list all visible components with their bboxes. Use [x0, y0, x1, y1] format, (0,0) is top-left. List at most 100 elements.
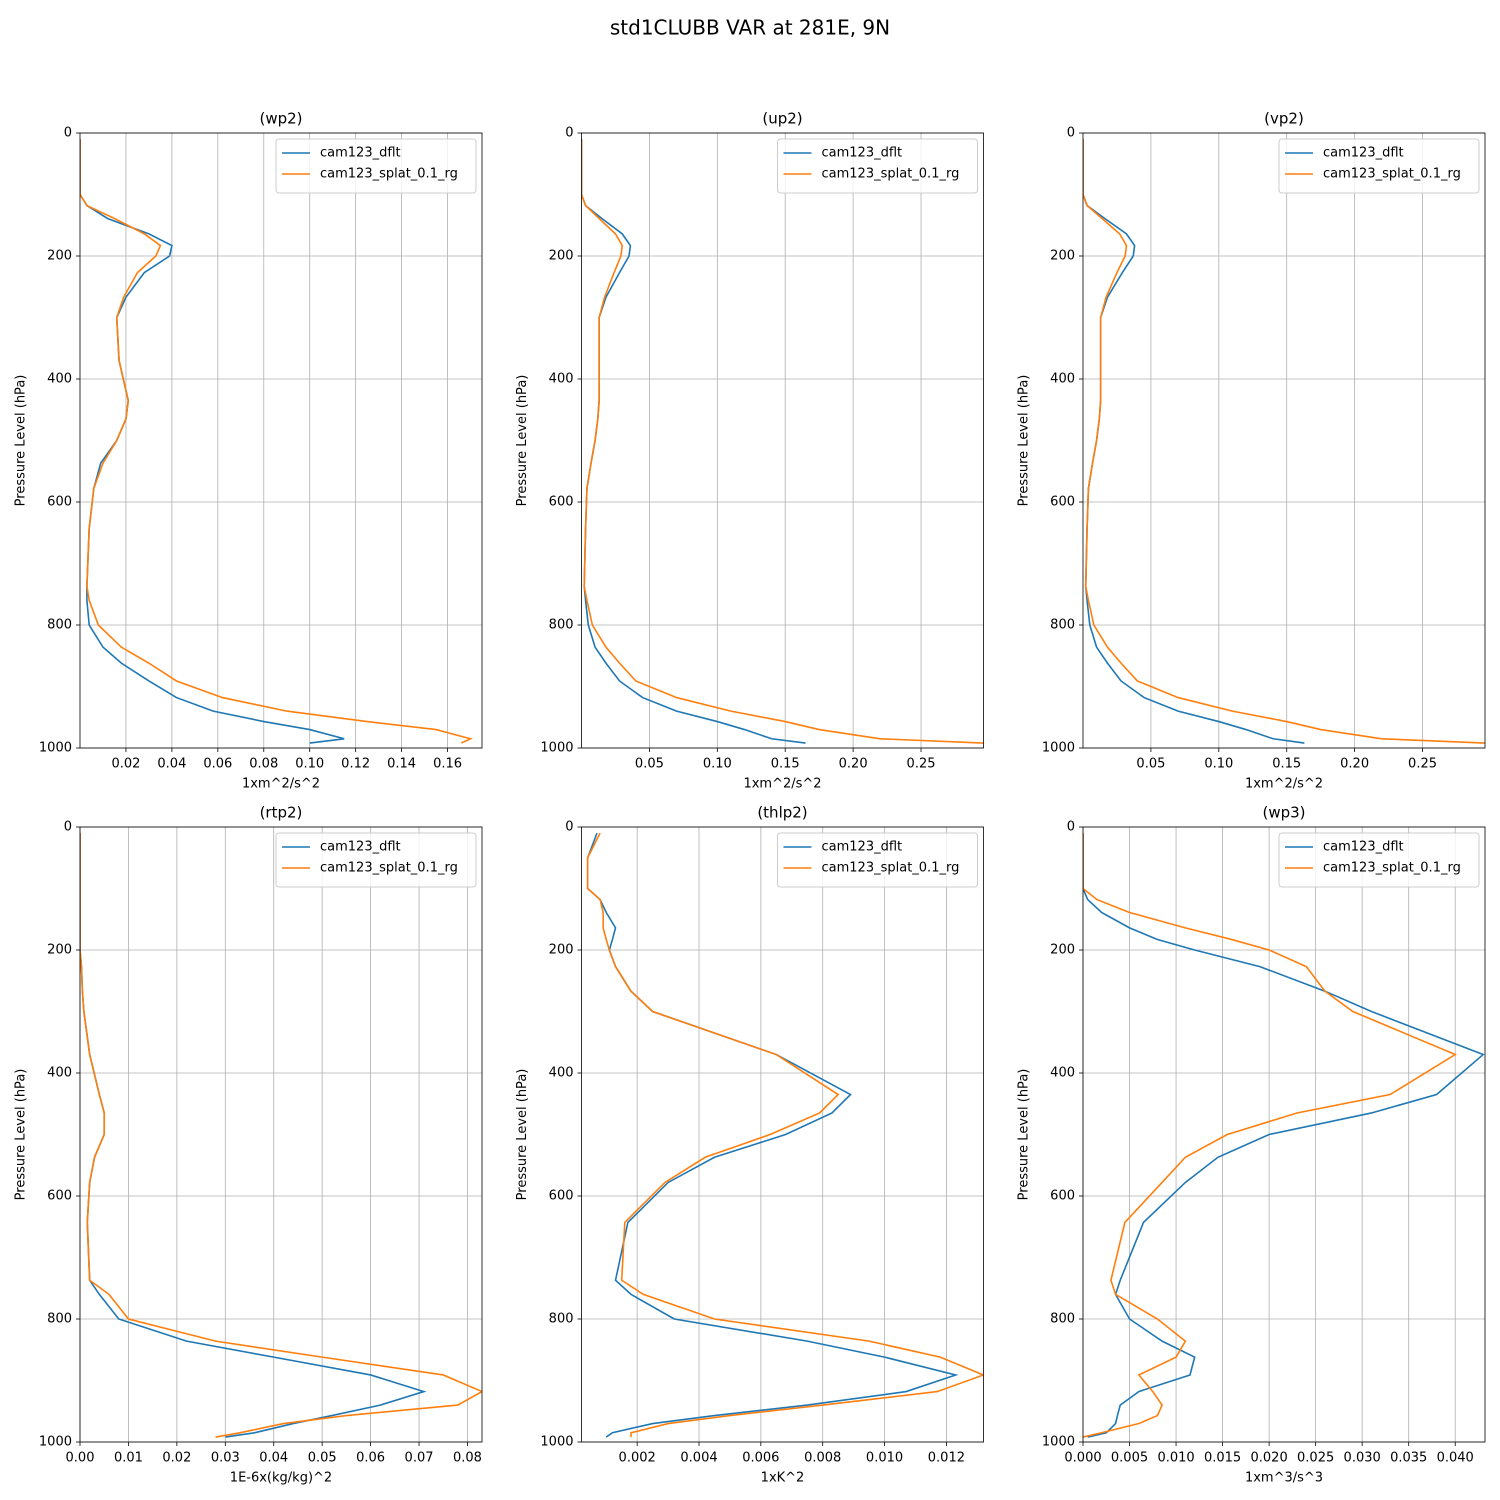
x-tick-label: 0.08 — [453, 1451, 482, 1466]
y-tick-label: 800 — [549, 1312, 574, 1327]
x-tick-label: 0.006 — [742, 1451, 779, 1466]
series-line — [1083, 139, 1485, 744]
x-tick-label: 0.10 — [295, 757, 324, 772]
legend-label: cam123_splat_0.1_rg — [1323, 167, 1461, 182]
x-tick-label: 0.06 — [356, 1451, 385, 1466]
y-tick-label: 1000 — [1042, 1435, 1075, 1450]
x-tick-label: 0.04 — [157, 757, 186, 772]
x-tick-label: 0.15 — [771, 757, 800, 772]
x-tick-label: 0.04 — [259, 1451, 288, 1466]
legend-label: cam123_splat_0.1_rg — [320, 167, 458, 182]
x-tick-label: 0.05 — [308, 1451, 337, 1466]
legend: cam123_dflt cam123_splat_0.1_rg — [275, 138, 477, 194]
legend: cam123_dflt cam123_splat_0.1_rg — [777, 138, 978, 194]
subplot: (wp2) 0.02 0.04 0.06 0.08 0.10 0.12 0.14 0.16 0 20… — [14, 110, 483, 792]
y-tick-label: 1000 — [540, 1435, 573, 1450]
plot-frame — [79, 132, 483, 749]
x-tick-label: 0.07 — [405, 1451, 434, 1466]
subplot: (vp2) 0.05 0.10 0.15 0.20 0.25 0 200 400 600 800 10… — [1017, 110, 1486, 792]
plot-frame — [1082, 132, 1486, 749]
subplot-title: (up2) — [762, 110, 802, 128]
x-tick-label: 0.02 — [111, 757, 140, 772]
y-axis-label: Pressure Level (hPa) — [515, 1069, 530, 1201]
x-tick-label: 0.00 — [66, 1451, 95, 1466]
y-tick-label: 400 — [549, 372, 574, 387]
legend-label: cam123_dflt — [320, 146, 401, 161]
x-tick-label: 0.030 — [1344, 1451, 1381, 1466]
x-tick-label: 0.05 — [1136, 757, 1165, 772]
y-tick-label: 1000 — [1042, 741, 1075, 756]
subplot-title: (rtp2) — [260, 804, 303, 822]
series-line — [1083, 833, 1485, 1438]
y-tick-label: 400 — [1050, 1066, 1075, 1081]
x-tick-label: 0.000 — [1064, 1451, 1101, 1466]
y-tick-label: 600 — [47, 495, 72, 510]
legend-label: cam123_dflt — [1323, 146, 1404, 161]
x-tick-label: 0.10 — [1204, 757, 1233, 772]
y-tick-label: 0 — [565, 126, 573, 141]
legend: cam123_dflt cam123_splat_0.1_rg — [1278, 832, 1480, 888]
series-line — [586, 832, 984, 1438]
legend-box — [1278, 138, 1480, 194]
y-tick-label: 200 — [1050, 943, 1075, 958]
legend-label: cam123_splat_0.1_rg — [822, 861, 960, 876]
figure-title: std1CLUBB VAR at 281E, 9N — [610, 16, 890, 40]
x-axis-label: 1xm^2/s^2 — [242, 777, 320, 792]
plot-frame — [581, 826, 984, 1443]
y-tick-label: 1000 — [540, 741, 573, 756]
y-tick-label: 400 — [1050, 372, 1075, 387]
y-tick-label: 600 — [1050, 1189, 1075, 1204]
x-tick-label: 0.03 — [211, 1451, 240, 1466]
subplot-title: (wp2) — [259, 110, 302, 128]
y-tick-label: 600 — [549, 495, 574, 510]
x-tick-label: 0.01 — [114, 1451, 143, 1466]
x-tick-label: 0.025 — [1297, 1451, 1334, 1466]
legend-label: cam123_dflt — [320, 840, 401, 855]
x-tick-label: 0.008 — [804, 1451, 841, 1466]
x-tick-label: 0.015 — [1204, 1451, 1241, 1466]
y-tick-label: 800 — [47, 618, 72, 633]
legend: cam123_dflt cam123_splat_0.1_rg — [275, 832, 477, 888]
legend-label: cam123_dflt — [1323, 840, 1404, 855]
x-axis-label: 1xm^3/s^3 — [1245, 1471, 1323, 1486]
legend-box — [275, 832, 477, 888]
y-axis-label: Pressure Level (hPa) — [515, 375, 530, 507]
x-tick-label: 0.010 — [866, 1451, 903, 1466]
y-axis-label: Pressure Level (hPa) — [14, 375, 29, 507]
series-line — [80, 139, 345, 744]
subplot-title: (vp2) — [1264, 110, 1304, 128]
y-tick-label: 800 — [1050, 618, 1075, 633]
y-tick-label: 0 — [1067, 126, 1075, 141]
x-tick-label: 0.12 — [341, 757, 370, 772]
plot-frame — [1082, 826, 1486, 1443]
x-tick-label: 0.06 — [203, 757, 232, 772]
y-tick-label: 600 — [1050, 495, 1075, 510]
plot-frame — [581, 132, 984, 749]
y-tick-label: 800 — [549, 618, 574, 633]
legend-label: cam123_splat_0.1_rg — [1323, 861, 1461, 876]
y-axis-label: Pressure Level (hPa) — [1017, 1069, 1032, 1201]
legend-label: cam123_splat_0.1_rg — [320, 861, 458, 876]
x-axis-label: 1xK^2 — [761, 1471, 805, 1486]
x-tick-label: 0.012 — [928, 1451, 965, 1466]
series-line — [581, 139, 984, 744]
x-axis-label: 1xm^2/s^2 — [1245, 777, 1323, 792]
subplot: (thlp2) 0.002 0.004 0.006 0.008 0.010 0.012 0 20… — [515, 804, 984, 1486]
y-tick-label: 0 — [64, 820, 72, 835]
x-tick-label: 0.05 — [635, 757, 664, 772]
y-tick-label: 200 — [47, 943, 72, 958]
legend-box — [777, 138, 978, 194]
plot-frame — [79, 826, 483, 1443]
x-axis-label: 1xm^2/s^2 — [743, 777, 821, 792]
x-tick-label: 0.010 — [1157, 1451, 1194, 1466]
legend-label: cam123_dflt — [822, 840, 903, 855]
y-tick-label: 400 — [549, 1066, 574, 1081]
y-tick-label: 0 — [64, 126, 72, 141]
x-tick-label: 0.25 — [1408, 757, 1437, 772]
legend-label: cam123_splat_0.1_rg — [822, 167, 960, 182]
y-axis-label: Pressure Level (hPa) — [14, 1069, 29, 1201]
subplot-title: (thlp2) — [757, 804, 807, 822]
x-tick-label: 0.040 — [1437, 1451, 1474, 1466]
